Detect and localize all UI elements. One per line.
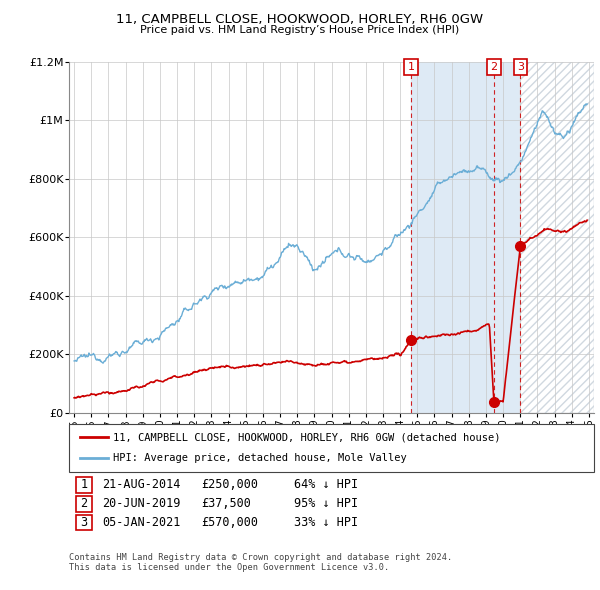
Text: This data is licensed under the Open Government Licence v3.0.: This data is licensed under the Open Gov… [69, 563, 389, 572]
Text: £250,000: £250,000 [201, 478, 258, 491]
Text: £37,500: £37,500 [201, 497, 251, 510]
Text: 21-AUG-2014: 21-AUG-2014 [102, 478, 181, 491]
Text: 33% ↓ HPI: 33% ↓ HPI [294, 516, 358, 529]
Text: 1: 1 [407, 62, 415, 72]
Text: 20-JUN-2019: 20-JUN-2019 [102, 497, 181, 510]
Text: Contains HM Land Registry data © Crown copyright and database right 2024.: Contains HM Land Registry data © Crown c… [69, 553, 452, 562]
Text: 3: 3 [80, 516, 88, 529]
Bar [411, 62, 520, 413]
Text: 1: 1 [80, 478, 88, 491]
Text: 05-JAN-2021: 05-JAN-2021 [102, 516, 181, 529]
Bar [520, 62, 594, 413]
Text: 11, CAMPBELL CLOSE, HOOKWOOD, HORLEY, RH6 0GW (detached house): 11, CAMPBELL CLOSE, HOOKWOOD, HORLEY, RH… [113, 432, 500, 442]
Text: HPI: Average price, detached house, Mole Valley: HPI: Average price, detached house, Mole… [113, 454, 407, 464]
Text: 95% ↓ HPI: 95% ↓ HPI [294, 497, 358, 510]
Text: 2: 2 [490, 62, 497, 72]
Text: £570,000: £570,000 [201, 516, 258, 529]
Bar [520, 62, 594, 413]
Text: Price paid vs. HM Land Registry’s House Price Index (HPI): Price paid vs. HM Land Registry’s House … [140, 25, 460, 35]
Text: 11, CAMPBELL CLOSE, HOOKWOOD, HORLEY, RH6 0GW: 11, CAMPBELL CLOSE, HOOKWOOD, HORLEY, RH… [116, 13, 484, 26]
Text: 2: 2 [80, 497, 88, 510]
Text: 64% ↓ HPI: 64% ↓ HPI [294, 478, 358, 491]
Text: 3: 3 [517, 62, 524, 72]
